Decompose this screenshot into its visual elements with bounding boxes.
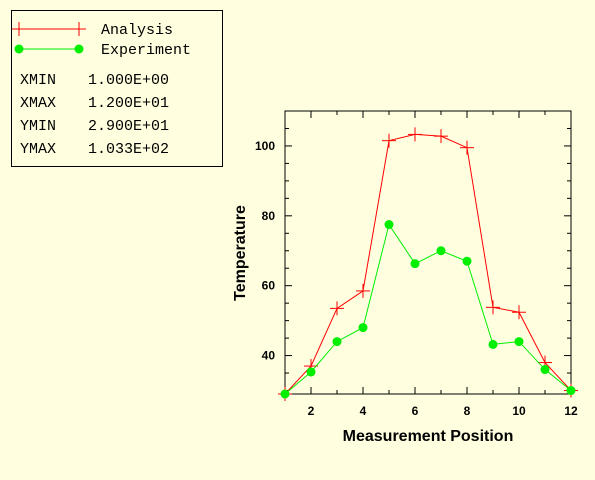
series-line-experiment: [284, 223, 572, 395]
stat-value-xmax: 1.200E+01: [88, 95, 169, 112]
x-tick-label: 4: [360, 404, 367, 418]
data-point-experiment: [280, 389, 290, 399]
y-tick-label: 100: [255, 139, 275, 153]
stat-key-xmax: XMAX: [20, 95, 56, 112]
data-point-experiment: [540, 365, 550, 375]
legend-label-analysis: Analysis: [101, 22, 173, 39]
data-point-experiment: [410, 259, 420, 269]
plot-frame: [284, 110, 572, 395]
data-point-experiment: [332, 337, 342, 347]
x-tick-label: 12: [564, 404, 578, 418]
data-point-experiment: [384, 220, 394, 230]
y-axis-label: Temperature: [232, 205, 249, 301]
y-tick-label: 40: [262, 349, 276, 363]
data-point-experiment: [462, 256, 472, 266]
data-point-experiment: [436, 246, 446, 256]
x-axis-label: Measurement Position: [343, 428, 514, 445]
data-point-experiment: [306, 367, 316, 377]
data-point-experiment: [566, 386, 576, 396]
stat-key-ymax: YMAX: [20, 141, 56, 158]
x-tick-label: 8: [464, 404, 471, 418]
series-line-analysis: [284, 133, 572, 395]
data-point-experiment: [514, 337, 524, 347]
x-tick-label: 2: [308, 404, 315, 418]
legend-box: [11, 10, 223, 167]
stat-key-xmin: XMIN: [20, 72, 56, 89]
legend-marker-experiment: [14, 44, 24, 54]
stat-value-ymax: 1.033E+02: [88, 141, 169, 158]
y-tick-label: 80: [262, 209, 276, 223]
stat-value-xmin: 1.000E+00: [88, 72, 169, 89]
stat-key-ymin: YMIN: [20, 118, 56, 135]
data-point-experiment: [358, 323, 368, 333]
stat-value-ymin: 2.900E+01: [88, 118, 169, 135]
legend-marker-experiment: [74, 44, 84, 54]
data-point-experiment: [488, 339, 498, 349]
y-tick-label: 60: [262, 279, 276, 293]
legend-label-experiment: Experiment: [101, 42, 191, 59]
x-tick-label: 6: [412, 404, 419, 418]
x-tick-label: 10: [512, 404, 526, 418]
